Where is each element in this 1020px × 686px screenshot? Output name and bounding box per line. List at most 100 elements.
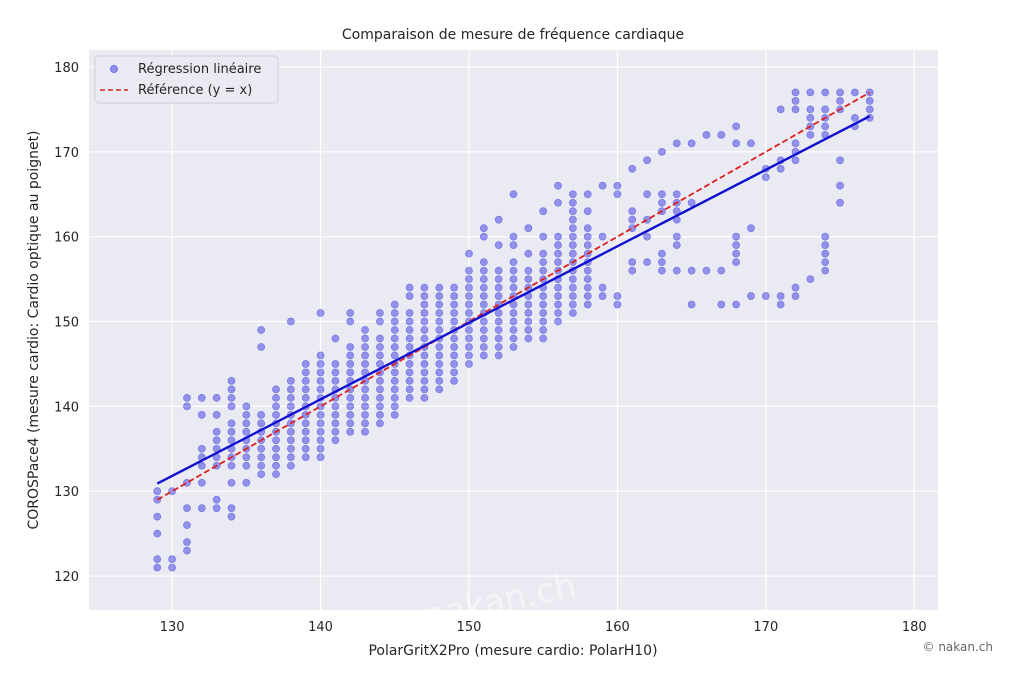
scatter-point: [479, 300, 488, 309]
scatter-point: [286, 402, 295, 411]
scatter-point: [153, 495, 162, 504]
scatter-point: [494, 275, 503, 283]
scatter-point: [376, 419, 384, 428]
scatter-point: [554, 292, 562, 300]
scatter-point: [331, 360, 340, 368]
scatter-point: [212, 427, 221, 436]
scatter-point: [568, 232, 577, 241]
scatter-point: [568, 224, 577, 233]
scatter-point: [643, 215, 651, 224]
legend-label-regression: Régression linéaire: [138, 62, 261, 77]
scatter-point: [598, 232, 607, 241]
scatter-point: [272, 470, 280, 479]
scatter-point: [568, 215, 577, 224]
scatter-point: [435, 300, 444, 309]
scatter-point: [361, 351, 369, 360]
scatter-point: [346, 343, 355, 351]
scatter-point: [286, 461, 295, 470]
scatter-point: [791, 156, 800, 165]
scatter-point: [554, 283, 562, 292]
scatter-point: [346, 427, 355, 436]
scatter-point: [628, 207, 637, 216]
scatter-point: [316, 309, 325, 317]
scatter-point: [257, 326, 266, 334]
scatter-point: [539, 300, 548, 309]
scatter-point: [465, 283, 473, 292]
scatter-point: [257, 444, 266, 453]
scatter-point: [761, 292, 770, 300]
scatter-point: [316, 385, 325, 394]
legend-marker-scatter: [109, 64, 119, 74]
scatter-point: [450, 334, 459, 343]
scatter-point: [242, 427, 251, 436]
scatter-point: [242, 461, 251, 470]
scatter-point: [168, 555, 177, 563]
scatter-point: [435, 326, 444, 334]
scatter-point: [212, 504, 221, 513]
scatter-point: [850, 88, 859, 97]
scatter-point: [390, 326, 399, 334]
scatter-point: [390, 393, 399, 402]
scatter-point: [286, 444, 295, 453]
scatter-point: [420, 368, 429, 377]
scatter-point: [316, 419, 325, 428]
scatter-point: [776, 300, 785, 309]
scatter-point: [836, 97, 844, 105]
scatter-point: [509, 258, 518, 267]
scatter-point: [346, 410, 355, 419]
scatter-point: [420, 393, 429, 402]
scatter-point: [761, 173, 770, 182]
scatter-point: [539, 207, 548, 216]
scatter-point: [524, 300, 533, 309]
scatter-point: [227, 461, 236, 470]
scatter-point: [524, 249, 533, 258]
scatter-point: [658, 266, 666, 275]
scatter-point: [539, 232, 548, 241]
scatter-point: [732, 300, 741, 309]
scatter-point: [568, 300, 577, 309]
scatter-point: [732, 122, 741, 131]
scatter-point: [331, 410, 340, 419]
scatter-point: [301, 385, 310, 394]
scatter-point: [791, 88, 800, 97]
x-tick-label: 180: [902, 620, 927, 635]
scatter-point: [227, 419, 236, 428]
scatter-point: [390, 385, 399, 394]
scatter-point: [376, 317, 384, 326]
scatter-point: [791, 139, 800, 148]
scatter-point: [301, 393, 310, 402]
scatter-point: [568, 207, 577, 216]
scatter-point: [776, 164, 785, 173]
scatter-point: [583, 283, 592, 292]
scatter-point: [316, 444, 325, 453]
scatter-point: [450, 377, 459, 385]
scatter-point: [628, 164, 637, 173]
scatter-point: [272, 436, 280, 445]
scatter-point: [376, 410, 384, 419]
scatter-point: [494, 215, 503, 224]
scatter-point: [435, 360, 444, 368]
scatter-point: [479, 266, 488, 275]
scatter-point: [524, 224, 533, 233]
scatter-point: [806, 113, 815, 122]
scatter-point: [568, 275, 577, 283]
scatter-point: [821, 105, 830, 114]
scatter-point: [376, 351, 384, 360]
scatter-point: [672, 139, 681, 148]
scatter-point: [643, 258, 651, 267]
x-tick-label: 140: [308, 620, 333, 635]
scatter-point: [539, 334, 548, 343]
scatter-point: [583, 241, 592, 250]
scatter-point: [316, 368, 325, 377]
scatter-point: [732, 139, 741, 148]
scatter-point: [791, 283, 800, 292]
scatter-point: [568, 249, 577, 258]
scatter-point: [687, 198, 696, 207]
scatter-point: [301, 453, 310, 462]
scatter-point: [331, 419, 340, 428]
scatter-point: [390, 402, 399, 411]
scatter-point: [286, 317, 295, 326]
scatter-point: [376, 309, 384, 317]
scatter-point: [702, 130, 711, 139]
scatter-point: [376, 343, 384, 351]
